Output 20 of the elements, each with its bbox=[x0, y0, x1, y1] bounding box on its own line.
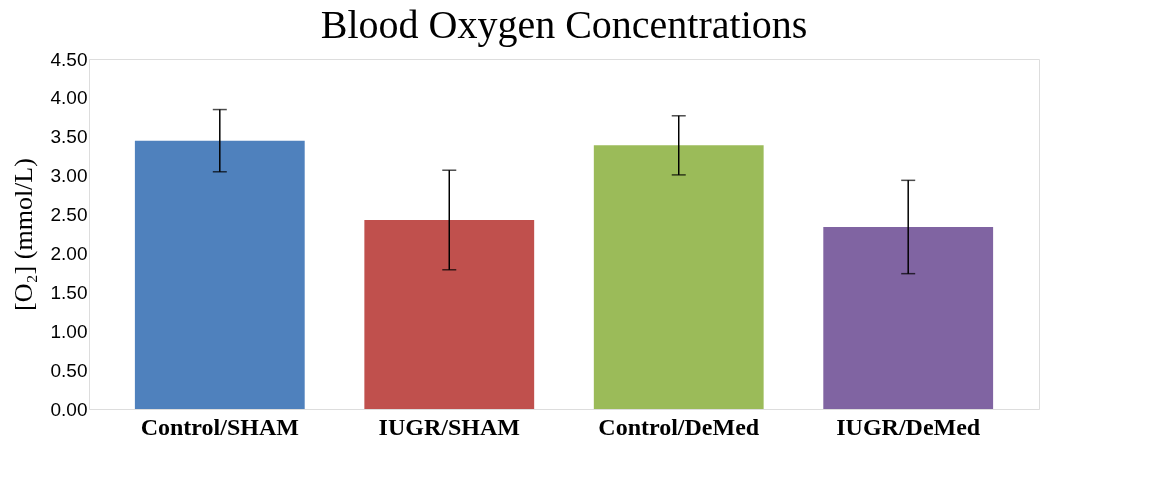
bar bbox=[364, 220, 535, 409]
y-axis-title: [O₂] (mmol/L) bbox=[8, 158, 38, 311]
x-tick-label: Control/SHAM bbox=[140, 413, 299, 440]
x-tick-label: IUGR/DeMed bbox=[836, 413, 981, 440]
y-tick-label: 1.00 bbox=[50, 320, 88, 342]
y-tick-label: 3.00 bbox=[50, 165, 88, 187]
y-tick-label: 0.50 bbox=[50, 359, 88, 381]
y-tick-label: 0.00 bbox=[50, 398, 88, 420]
y-tick-label: 1.50 bbox=[50, 281, 88, 303]
chart-title: Blood Oxygen Concentrations bbox=[320, 2, 808, 47]
x-tick-label: IUGR/SHAM bbox=[378, 413, 520, 440]
bar bbox=[593, 145, 764, 409]
x-tick-label: Control/DeMed bbox=[598, 413, 760, 440]
y-tick-label: 2.50 bbox=[50, 204, 88, 226]
y-tick-label: 4.00 bbox=[50, 87, 88, 109]
y-tick-label: 4.50 bbox=[50, 48, 88, 70]
bar bbox=[823, 227, 994, 409]
y-tick-label: 3.50 bbox=[50, 126, 88, 148]
y-tick-label: 2.00 bbox=[50, 242, 88, 264]
bar bbox=[134, 140, 305, 409]
